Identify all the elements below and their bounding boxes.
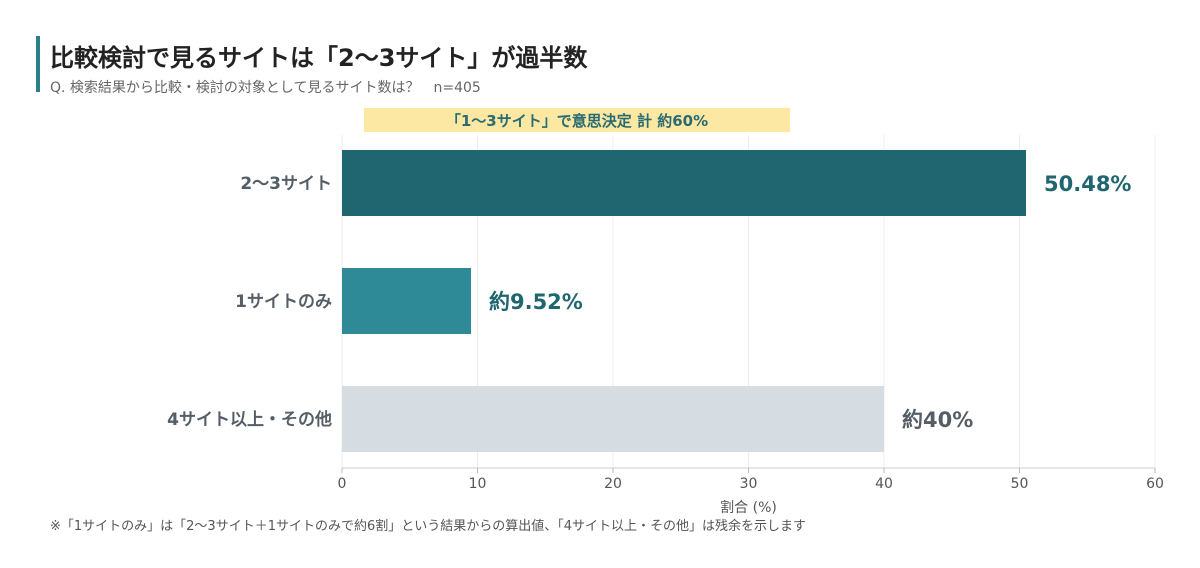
chart-title: 比較検討で見るサイトは「2〜3サイト」が過半数 <box>50 44 588 72</box>
x-tick-label: 60 <box>1146 476 1164 492</box>
x-tick-label: 30 <box>740 476 758 492</box>
x-tick-label: 20 <box>604 476 622 492</box>
x-tick-label: 40 <box>875 476 893 492</box>
value-label: 約9.52% <box>489 290 583 314</box>
title-accent-bar <box>36 36 40 92</box>
bar <box>342 386 884 452</box>
annotation-text: 「1〜3サイト」で意思決定 計 約60% <box>446 112 708 130</box>
category-labels: 2〜3サイト 1サイトのみ 4サイト以上・その他 <box>167 174 332 430</box>
bar <box>342 150 1027 216</box>
value-label: 約40% <box>902 408 973 432</box>
x-axis: 0 10 20 30 40 50 60 <box>338 467 1164 492</box>
value-labels: 50.48% 約9.52% 約40% <box>489 172 1131 432</box>
annotation-highlight <box>364 108 790 132</box>
category-label: 4サイト以上・その他 <box>167 409 332 430</box>
value-label: 50.48% <box>1044 172 1131 196</box>
chart-subtitle: Q. 検索結果から比較・検討の対象として見るサイト数は？ n=405 <box>50 80 481 96</box>
category-label: 2〜3サイト <box>240 174 332 194</box>
bar <box>342 268 471 334</box>
x-tick-label: 10 <box>469 476 487 492</box>
bars <box>342 150 1027 452</box>
x-tick-label: 0 <box>338 476 347 492</box>
footnote: ※「1サイトのみ」は「2〜3サイト＋1サイトのみで約6割」という結果からの算出値… <box>50 519 807 534</box>
x-axis-label: 割合 (%) <box>720 499 777 516</box>
x-tick-label: 50 <box>1011 476 1029 492</box>
category-label: 1サイトのみ <box>235 292 332 312</box>
annotation-group: 「1〜3サイト」で意思決定 計 約60% <box>364 108 790 132</box>
